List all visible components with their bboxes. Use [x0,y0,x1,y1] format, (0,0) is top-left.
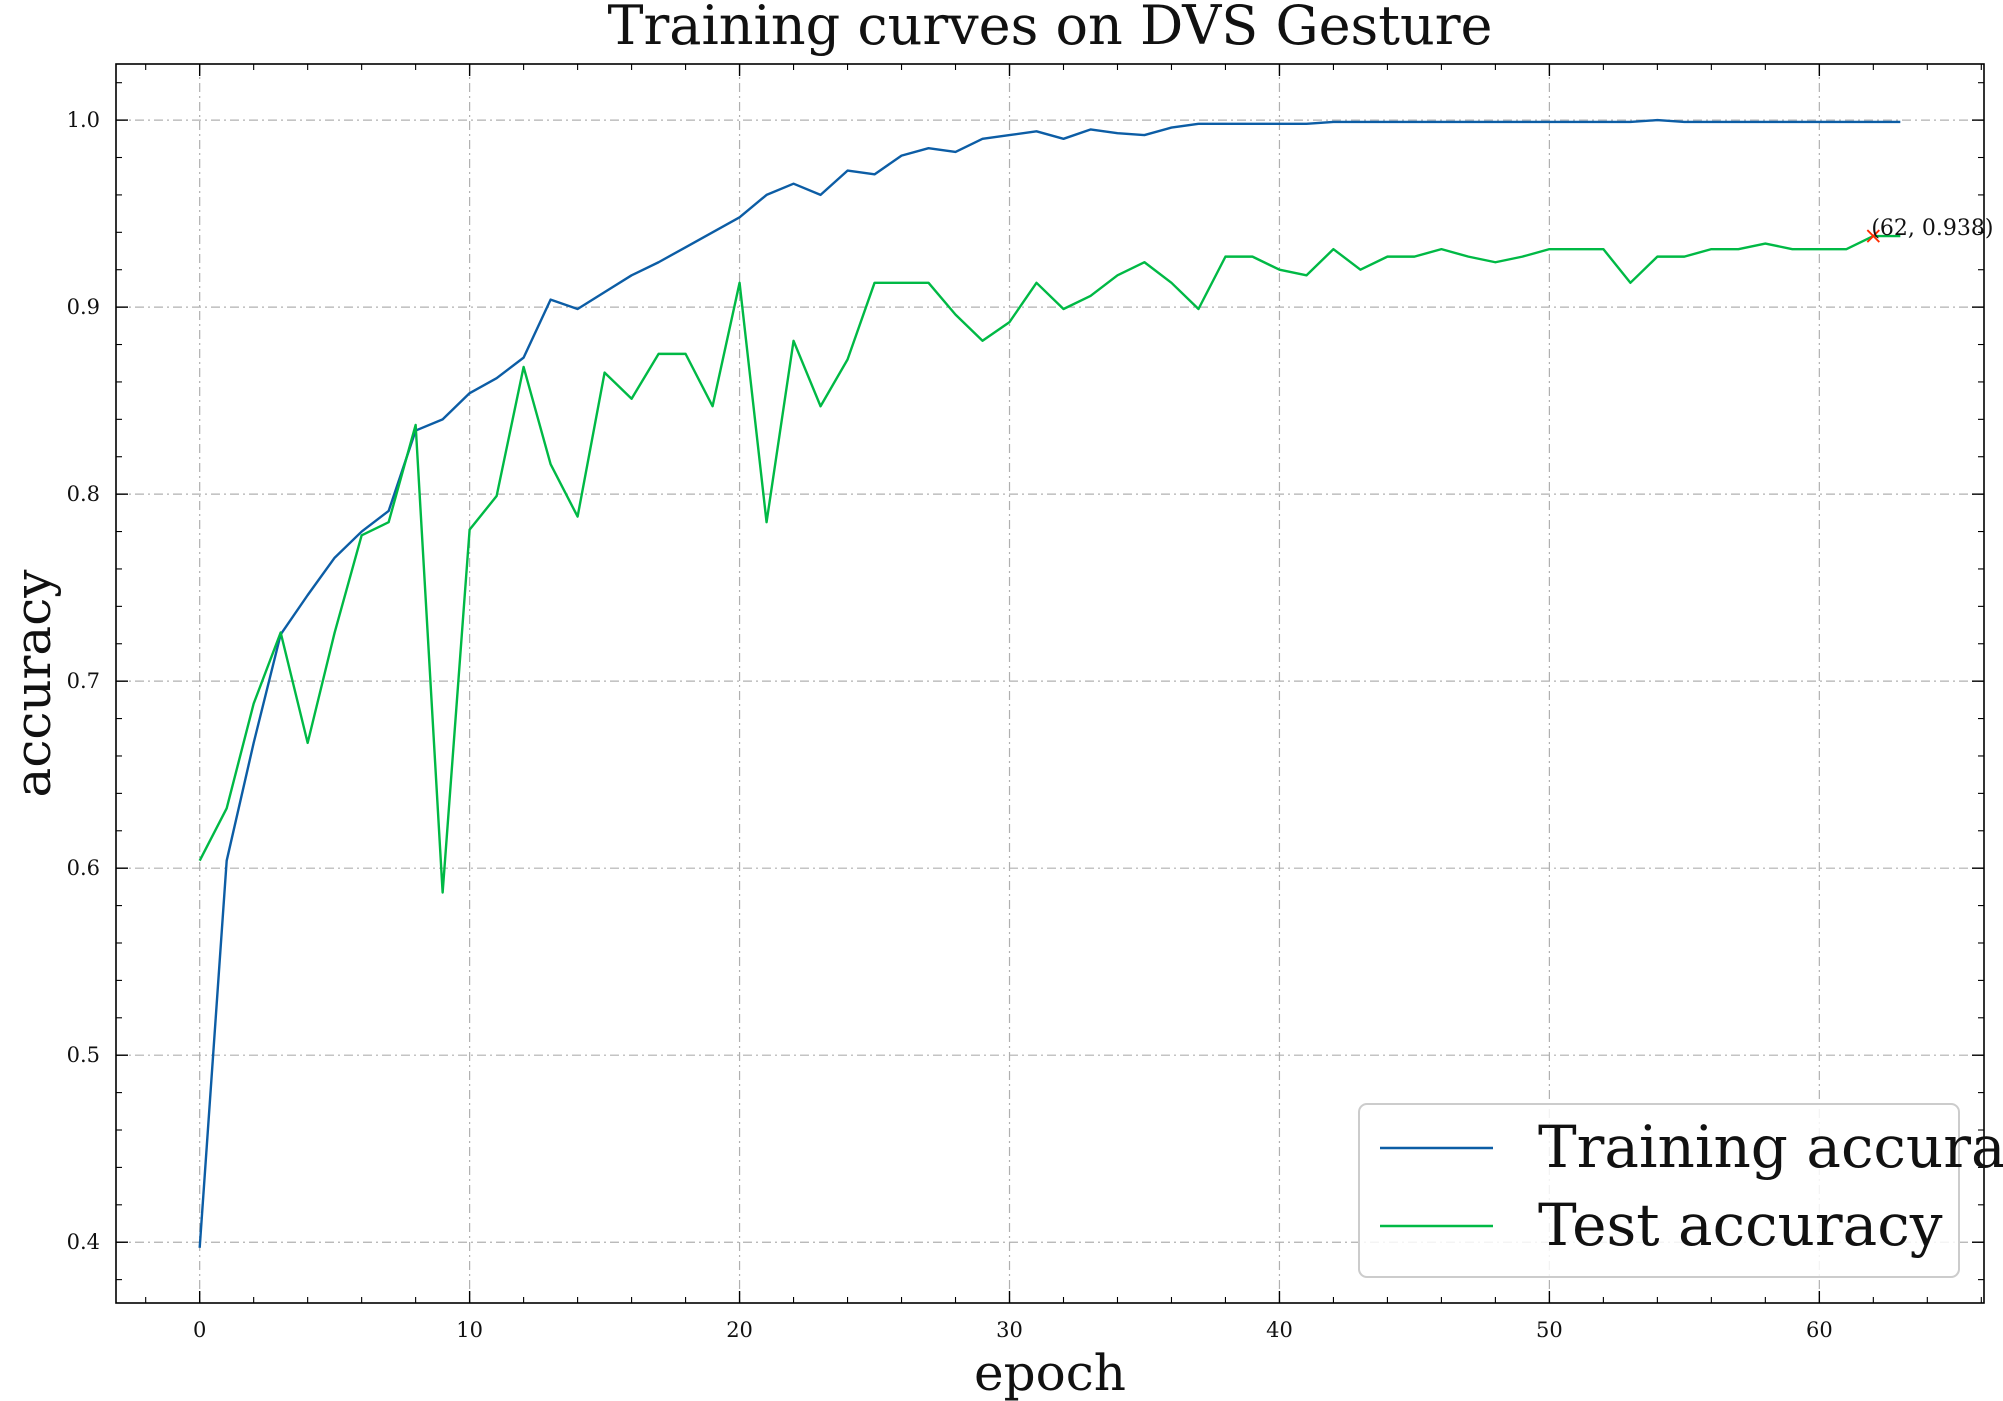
legend-label-test: Test accuracy [1538,1191,1943,1259]
x-axis-label: epoch [974,1344,1126,1401]
x-tick-label: 20 [726,1318,753,1342]
y-axis-label: accuracy [4,569,62,798]
y-tick-label: 0.8 [67,482,100,506]
series-lines [198,118,1901,1248]
annotation: (62, 0.938) [1866,216,1993,243]
grid [116,64,1984,1303]
x-tick-label: 10 [456,1318,483,1342]
legend-box [1358,1103,1960,1278]
plot-frame [115,63,1985,1304]
x-tick-label: 40 [1266,1318,1293,1342]
x-tick-label: 0 [193,1318,206,1342]
annotation-label: (62, 0.938) [1871,216,1993,241]
y-tick-label: 1.0 [67,108,100,132]
y-tick-label: 0.9 [67,295,100,319]
test-accuracy-line [198,234,1901,894]
x-tick-label: 30 [996,1318,1023,1342]
chart-title: Training curves on DVS Gesture [607,0,1492,57]
x-tick-label: 60 [1806,1318,1833,1342]
y-tick-label: 0.5 [67,1043,100,1067]
legend: Training accuracy Test accuracy [1358,1103,2003,1278]
axis-ticks [116,64,1984,1303]
annotation-marker [1866,229,1880,243]
legend-label-training: Training accuracy [1538,1113,2003,1181]
tick-labels: 0 10 20 30 40 50 60 0.4 0.5 0.6 0.7 0.8 0.9 1.0 [67,108,1833,1342]
x-tick-label: 50 [1536,1318,1563,1342]
y-tick-label: 0.7 [67,669,100,693]
y-tick-label: 0.6 [67,856,100,880]
training-accuracy-line [198,118,1901,1248]
y-tick-label: 0.4 [67,1230,100,1254]
